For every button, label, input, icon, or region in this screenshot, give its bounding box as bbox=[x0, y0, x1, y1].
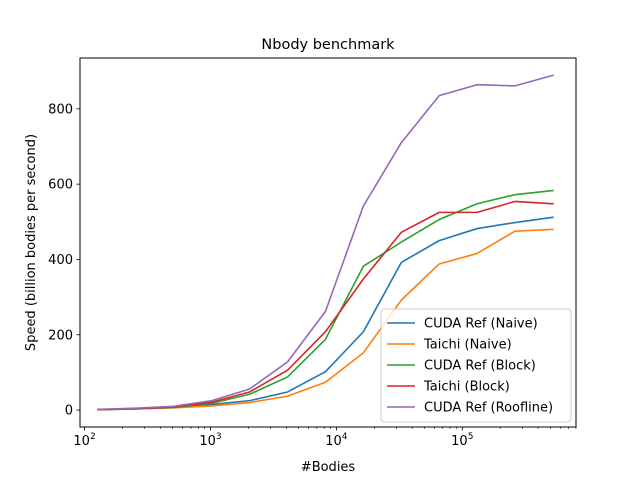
y-tick-label: 800 bbox=[48, 102, 73, 117]
legend-label-2: Taichi (Naive) bbox=[423, 338, 512, 353]
chart-title: Nbody benchmark bbox=[261, 37, 395, 53]
y-axis-label: Speed (billion bodies per second) bbox=[24, 134, 39, 351]
legend-label-1: CUDA Ref (Naive) bbox=[424, 317, 538, 332]
x-tick-label: 104 bbox=[325, 432, 348, 449]
legend-label-5: CUDA Ref (Roofline) bbox=[424, 401, 553, 416]
y-tick-label: 400 bbox=[48, 253, 73, 268]
legend: CUDA Ref (Naive) Taichi (Naive) CUDA Ref (… bbox=[380, 308, 572, 423]
x-tick-label: 102 bbox=[73, 432, 95, 449]
plot-frame bbox=[79, 57, 577, 428]
y-tick-label: 200 bbox=[48, 328, 73, 343]
series-layer bbox=[97, 74, 554, 411]
x-axis-label: #Bodies bbox=[301, 460, 356, 475]
x-tick-label: 105 bbox=[451, 432, 473, 449]
legend-label-3: CUDA Ref (Block) bbox=[424, 359, 536, 374]
legend-box bbox=[380, 308, 572, 423]
y-tick-label: 600 bbox=[48, 178, 73, 193]
legend-label-4: Taichi (Block) bbox=[423, 380, 510, 395]
x-tick-label: 103 bbox=[199, 432, 221, 449]
series-line-5 bbox=[97, 74, 554, 411]
y-tick-label: 0 bbox=[65, 404, 73, 419]
x-axis-ticks: 102 103 104 105 bbox=[73, 427, 577, 449]
y-axis-ticks: 0 200 400 600 800 bbox=[48, 102, 80, 419]
